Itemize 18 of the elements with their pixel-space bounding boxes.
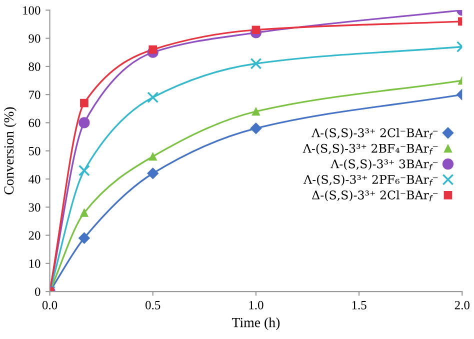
x-tick-label: 2.0 (454, 300, 470, 310)
x-tick-label: 1.0 (249, 300, 264, 310)
y-tick-label: 80 (28, 62, 40, 71)
x-tick-label: 1.5 (352, 300, 366, 310)
y-tick-label: 100 (23, 6, 40, 15)
y-tick-label: 30 (28, 203, 40, 212)
y-tick-label: 20 (28, 231, 40, 240)
x-tick-label: 0.5 (146, 300, 160, 310)
y-tick-label: 60 (28, 118, 40, 128)
y-tick-label: 10 (29, 259, 40, 268)
x-axis-title: Time (h) (232, 317, 280, 330)
y-tick-label: 70 (29, 90, 40, 100)
y-tick-label: 40 (28, 175, 40, 184)
y-tick-label: 0 (34, 288, 40, 296)
y-tick-label: 50 (28, 146, 40, 156)
y-tick-label: 90 (28, 34, 40, 43)
x-tick-label: 0.0 (42, 300, 58, 310)
y-axis-title: Conversion (%) (4, 107, 16, 194)
